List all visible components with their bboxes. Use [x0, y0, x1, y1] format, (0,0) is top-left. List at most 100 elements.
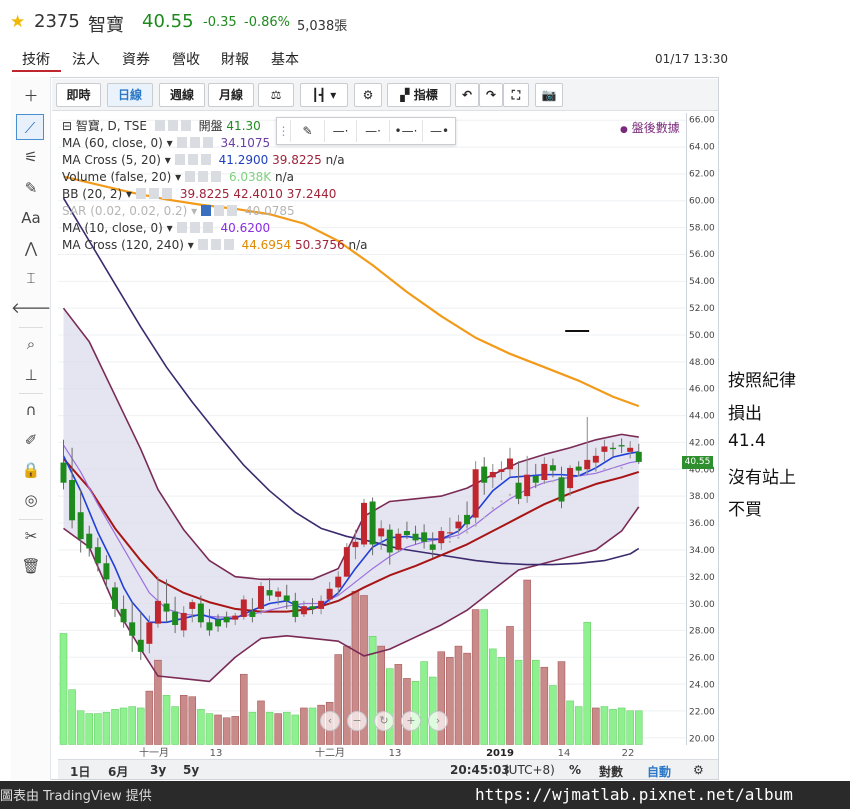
candle-body	[137, 639, 144, 652]
zoom-in-button-icon[interactable]: +	[401, 711, 421, 731]
price-tick-label: 50.00	[689, 331, 715, 341]
candle-body	[343, 547, 350, 577]
reset-chart-icon[interactable]: ↻	[374, 711, 394, 731]
snapshot-camera-icon[interactable]: 📷	[535, 83, 563, 107]
volume-bar	[59, 633, 68, 745]
pattern-tool-icon[interactable]: ⋀	[24, 239, 38, 257]
tab-margin[interactable]: 資券	[122, 52, 150, 68]
time-tick-label: 十一月	[139, 746, 169, 759]
pen-color-icon[interactable]: ✎	[291, 120, 325, 142]
redo-icon[interactable]: ↷	[479, 83, 503, 107]
trend-line-icon[interactable]: ⟋	[16, 114, 44, 140]
indicators-button[interactable]: ▞ 指標	[387, 83, 451, 107]
indicator-value: 34.1075	[220, 136, 271, 150]
legend-row-volume[interactable]: Volume (false, 20) ▾ 6.038K n/a	[62, 170, 295, 184]
legend-row-ma-cross-120-240[interactable]: MA Cross (120, 240) ▾ 44.6954 50.3756 n/…	[62, 238, 368, 252]
magnet-icon[interactable]: ∩	[25, 401, 37, 419]
tab-financials[interactable]: 財報	[221, 52, 249, 68]
line-style-icon[interactable]: —·	[357, 120, 390, 142]
indicators-label: 指標	[413, 88, 438, 102]
axis-settings-gear-icon[interactable]: ⚙	[693, 763, 704, 777]
ruler-icon[interactable]: ⊥	[24, 366, 38, 384]
favorite-star-icon[interactable]: ★	[10, 12, 26, 32]
candle-body	[369, 501, 376, 545]
legend-row-sar[interactable]: SAR (0.02, 0.02, 0.2) ▾ 40.0785	[62, 204, 295, 218]
line-start-icon[interactable]: •—·	[390, 120, 423, 142]
price-tick-label: 20.00	[689, 734, 715, 744]
brush-icon[interactable]: ✎	[24, 179, 38, 197]
after-hours-toggle[interactable]: ● 盤後數據	[620, 119, 680, 136]
line-end-icon[interactable]: —•	[429, 124, 450, 138]
timezone-button[interactable]: (UTC+8)	[504, 763, 555, 777]
legend-row-ma-cross-5-20[interactable]: MA Cross (5, 20) ▾ 41.2900 39.8225 n/a	[62, 153, 345, 167]
drag-handle-icon[interactable]: ⋮	[277, 120, 291, 142]
legend-row-ma10[interactable]: MA (10, close, 0) ▾ 40.6200	[62, 221, 271, 235]
candle-body	[318, 600, 325, 609]
tab-technical[interactable]: 技術	[22, 52, 50, 68]
collapse-legend-icon[interactable]: ⊟	[62, 119, 73, 133]
range-3y-button[interactable]: 3y	[150, 763, 167, 777]
drawing-toolbar: ＋ ⟋ ⚟ ✎ Aa ⋀ ⌶ 🡐 ⌕ ⊥ ∩ ✐ 🔒 ◎ ✂ 🗑	[11, 77, 51, 780]
log-scale-button[interactable]: 對數	[599, 765, 624, 779]
legend-controls[interactable]	[174, 154, 211, 165]
volume-bar	[145, 690, 154, 745]
candle-body	[506, 458, 513, 470]
legend-controls[interactable]	[197, 239, 234, 250]
settings-gear-icon[interactable]: ⚙	[354, 83, 382, 107]
tab-revenue[interactable]: 營收	[172, 52, 200, 68]
measure-tool-icon[interactable]: ⌶	[26, 269, 36, 287]
daily-button[interactable]: 日線	[107, 83, 153, 107]
zoom-out-icon[interactable]: −	[347, 711, 367, 731]
crosshair-icon[interactable]: ＋	[23, 87, 39, 105]
volume-bar	[137, 707, 145, 745]
arrow-left-icon[interactable]: 🡐	[11, 299, 52, 317]
legend-controls[interactable]	[176, 222, 213, 233]
trash-icon[interactable]: 🗑	[21, 557, 41, 575]
candle-body	[69, 480, 76, 521]
range-6m-button[interactable]: 6月	[108, 765, 129, 779]
scroll-left-icon[interactable]: ‹	[320, 711, 340, 731]
monthly-button[interactable]: 月線	[208, 83, 254, 107]
legend-row-bb[interactable]: BB (20, 2) ▾ 39.8225 42.4010 37.2440	[62, 187, 337, 201]
legend-controls[interactable]	[201, 205, 238, 216]
price-tick-label: 44.00	[689, 412, 715, 422]
chart-type-icon[interactable]: ┃┫ ▾	[300, 83, 348, 107]
line-width-icon[interactable]: —·	[325, 120, 357, 142]
auto-scale-button[interactable]: 自動	[647, 765, 672, 779]
time-axis[interactable]: 十一月 13 十二月 13 2019 14 22	[58, 745, 718, 759]
range-1d-button[interactable]: 1日	[70, 765, 91, 779]
lock-icon[interactable]: 🔒	[21, 461, 41, 479]
tab-institutional[interactable]: 法人	[72, 52, 100, 68]
toolbar-divider	[19, 327, 43, 328]
text-tool-icon[interactable]: Aa	[21, 209, 41, 227]
fullscreen-icon[interactable]: ⛶	[503, 83, 529, 107]
indicator-label: SAR (0.02, 0.02, 0.2)	[62, 204, 188, 218]
price-tick-label: 56.00	[689, 250, 715, 260]
fib-tool-icon[interactable]: ⚟	[24, 148, 38, 166]
percent-scale-button[interactable]: %	[569, 763, 582, 777]
legend-controls[interactable]	[185, 171, 222, 182]
legend-row-ma60[interactable]: MA (60, close, 0) ▾ 34.1075	[62, 136, 271, 150]
stay-drawing-icon[interactable]: ✐	[24, 431, 38, 449]
scroll-right-icon[interactable]: ›	[428, 711, 448, 731]
candle-body	[472, 469, 479, 518]
range-5y-button[interactable]: 5y	[183, 763, 200, 777]
legend-controls[interactable]	[136, 188, 173, 199]
price-axis[interactable]: 20.00 22.00 24.00 26.00 28.00 30.00 32.00 34.00…	[687, 113, 718, 745]
time-tick-label: 13	[389, 748, 402, 759]
weekly-button[interactable]: 週線	[159, 83, 205, 107]
legend-controls[interactable]	[154, 120, 191, 131]
realtime-button[interactable]: 即時	[56, 83, 101, 107]
zoom-in-icon[interactable]: ⌕	[26, 335, 36, 353]
volume-bar	[308, 707, 317, 745]
legend-controls[interactable]	[176, 137, 213, 148]
sar-dot	[465, 531, 469, 534]
tools-icon[interactable]: ✂	[24, 527, 38, 545]
quote-datetime: 01/17 13:30	[655, 52, 728, 66]
compare-icon[interactable]: ⚖	[258, 83, 294, 107]
tab-basic[interactable]: 基本	[271, 52, 299, 68]
hide-drawings-icon[interactable]: ◎	[24, 491, 38, 509]
volume-bar	[617, 707, 626, 745]
price-chart[interactable]	[58, 113, 687, 745]
undo-icon[interactable]: ↶	[455, 83, 479, 107]
